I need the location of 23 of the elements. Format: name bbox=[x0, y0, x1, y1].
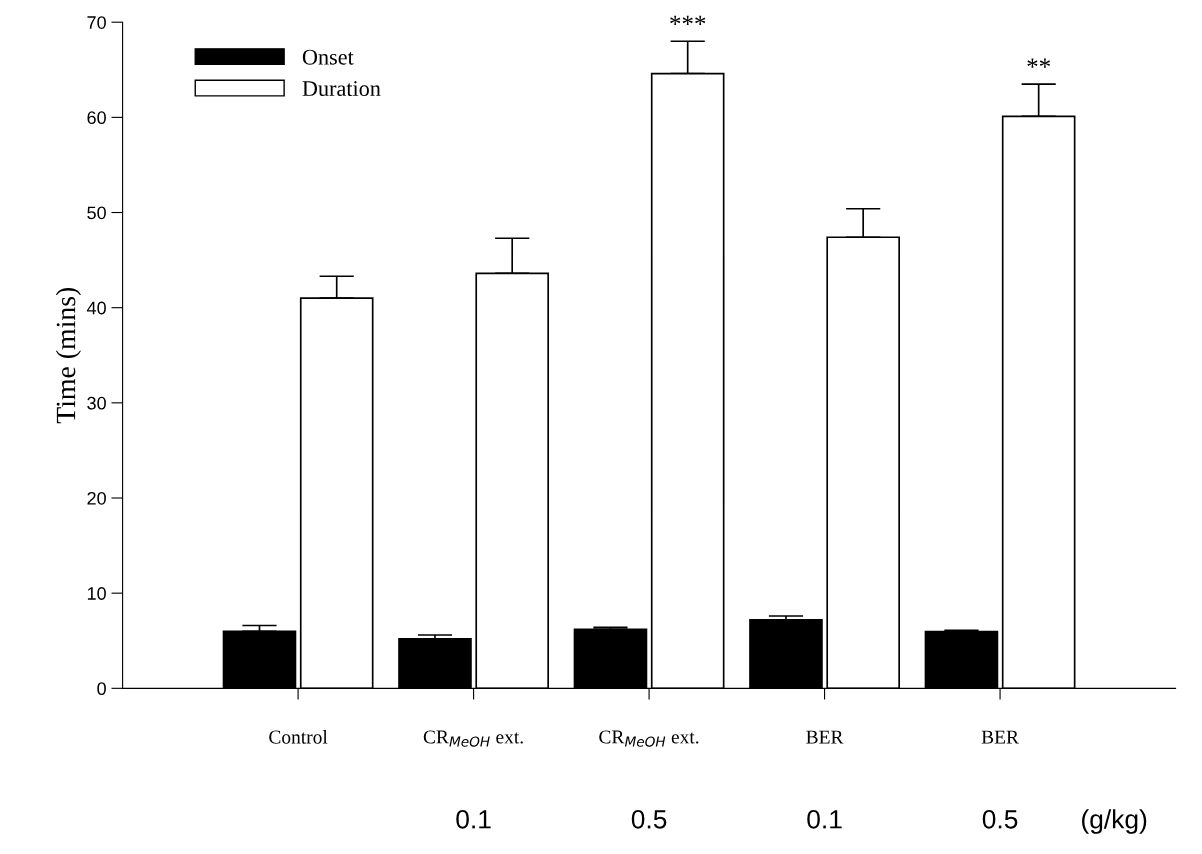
text: 0.1 bbox=[807, 809, 842, 829]
y-axis-title: Time (mins) bbox=[55, 287, 81, 424]
annotation: ** bbox=[1027, 58, 1050, 68]
annotation: *** bbox=[670, 15, 706, 25]
y-tick-label: 20 bbox=[87, 491, 106, 505]
text: (g/kg) bbox=[1082, 809, 1147, 834]
y-tick-label: 50 bbox=[87, 206, 106, 220]
y-tick-label: 60 bbox=[87, 111, 106, 125]
x-tick-label: BER bbox=[806, 730, 844, 744]
x-tick-label: CR$_{MeOH}$ ext. bbox=[599, 730, 699, 747]
x-tick-label: Control bbox=[269, 729, 328, 744]
y-tick-label: 70 bbox=[87, 16, 106, 29]
text: 0.5 bbox=[631, 809, 667, 829]
legend-label: Duration bbox=[302, 81, 381, 97]
text: 0.1 bbox=[456, 809, 491, 829]
y-tick-label: 0 bbox=[97, 682, 106, 696]
legend-label: Onset bbox=[302, 49, 354, 65]
text: 0.5 bbox=[982, 809, 1018, 829]
x-tick-label: BER bbox=[981, 730, 1019, 744]
y-tick-label: 30 bbox=[87, 396, 106, 410]
y-tick-label: 10 bbox=[87, 587, 106, 600]
x-tick-label: CR$_{MeOH}$ ext. bbox=[423, 730, 523, 747]
y-tick-label: 40 bbox=[86, 301, 106, 315]
